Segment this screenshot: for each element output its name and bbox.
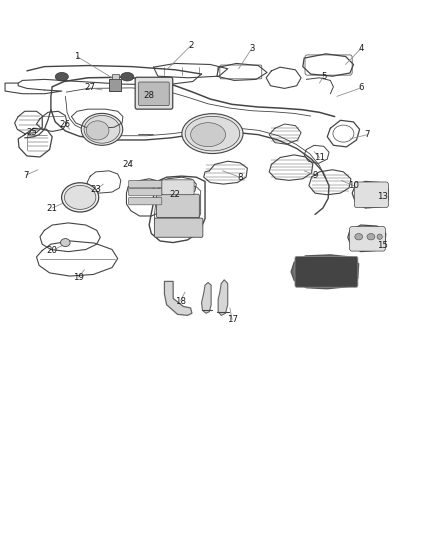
Ellipse shape	[121, 72, 134, 81]
FancyBboxPatch shape	[129, 188, 162, 196]
Text: 22: 22	[169, 190, 180, 199]
Text: 7: 7	[365, 130, 370, 139]
FancyBboxPatch shape	[154, 218, 203, 237]
Text: 7: 7	[23, 171, 29, 180]
FancyBboxPatch shape	[135, 77, 173, 109]
Text: 20: 20	[47, 246, 58, 255]
Ellipse shape	[81, 114, 123, 146]
Ellipse shape	[55, 72, 68, 81]
Text: 6: 6	[358, 83, 364, 92]
Ellipse shape	[191, 123, 226, 147]
Text: 9: 9	[312, 171, 318, 180]
Ellipse shape	[86, 121, 109, 140]
Text: 18: 18	[175, 296, 186, 305]
FancyBboxPatch shape	[129, 197, 162, 205]
Text: 5: 5	[321, 71, 327, 80]
Ellipse shape	[185, 116, 240, 151]
Text: 16: 16	[327, 279, 338, 288]
Text: 27: 27	[85, 83, 95, 92]
Text: 10: 10	[348, 181, 359, 190]
Text: 25: 25	[27, 128, 38, 137]
Ellipse shape	[62, 183, 99, 212]
Polygon shape	[164, 281, 192, 316]
Text: 8: 8	[237, 173, 243, 182]
Polygon shape	[291, 255, 359, 289]
Ellipse shape	[84, 116, 120, 143]
FancyBboxPatch shape	[129, 180, 162, 188]
Text: 24: 24	[123, 160, 134, 169]
FancyBboxPatch shape	[162, 180, 194, 195]
Ellipse shape	[182, 114, 243, 154]
Ellipse shape	[367, 233, 375, 240]
Text: 21: 21	[47, 204, 58, 213]
Text: 11: 11	[314, 153, 325, 162]
Text: 28: 28	[144, 91, 155, 100]
Text: 13: 13	[377, 192, 388, 201]
Bar	[112, 74, 119, 79]
Polygon shape	[218, 280, 228, 316]
FancyBboxPatch shape	[350, 227, 385, 251]
Polygon shape	[201, 282, 211, 313]
Text: 23: 23	[90, 185, 101, 195]
Ellipse shape	[377, 234, 382, 239]
FancyBboxPatch shape	[295, 256, 358, 287]
Text: 1: 1	[74, 52, 80, 61]
Ellipse shape	[355, 233, 363, 240]
Text: 19: 19	[73, 273, 84, 281]
Text: 3: 3	[249, 44, 254, 53]
Text: 4: 4	[358, 44, 364, 53]
Text: 15: 15	[377, 241, 388, 250]
Bar	[109, 79, 121, 91]
Text: 17: 17	[226, 315, 237, 324]
Text: 26: 26	[60, 119, 71, 128]
FancyBboxPatch shape	[139, 82, 169, 106]
Ellipse shape	[60, 239, 70, 247]
Text: 2: 2	[188, 42, 193, 51]
FancyBboxPatch shape	[354, 182, 389, 207]
Ellipse shape	[64, 185, 96, 209]
FancyBboxPatch shape	[156, 194, 199, 217]
